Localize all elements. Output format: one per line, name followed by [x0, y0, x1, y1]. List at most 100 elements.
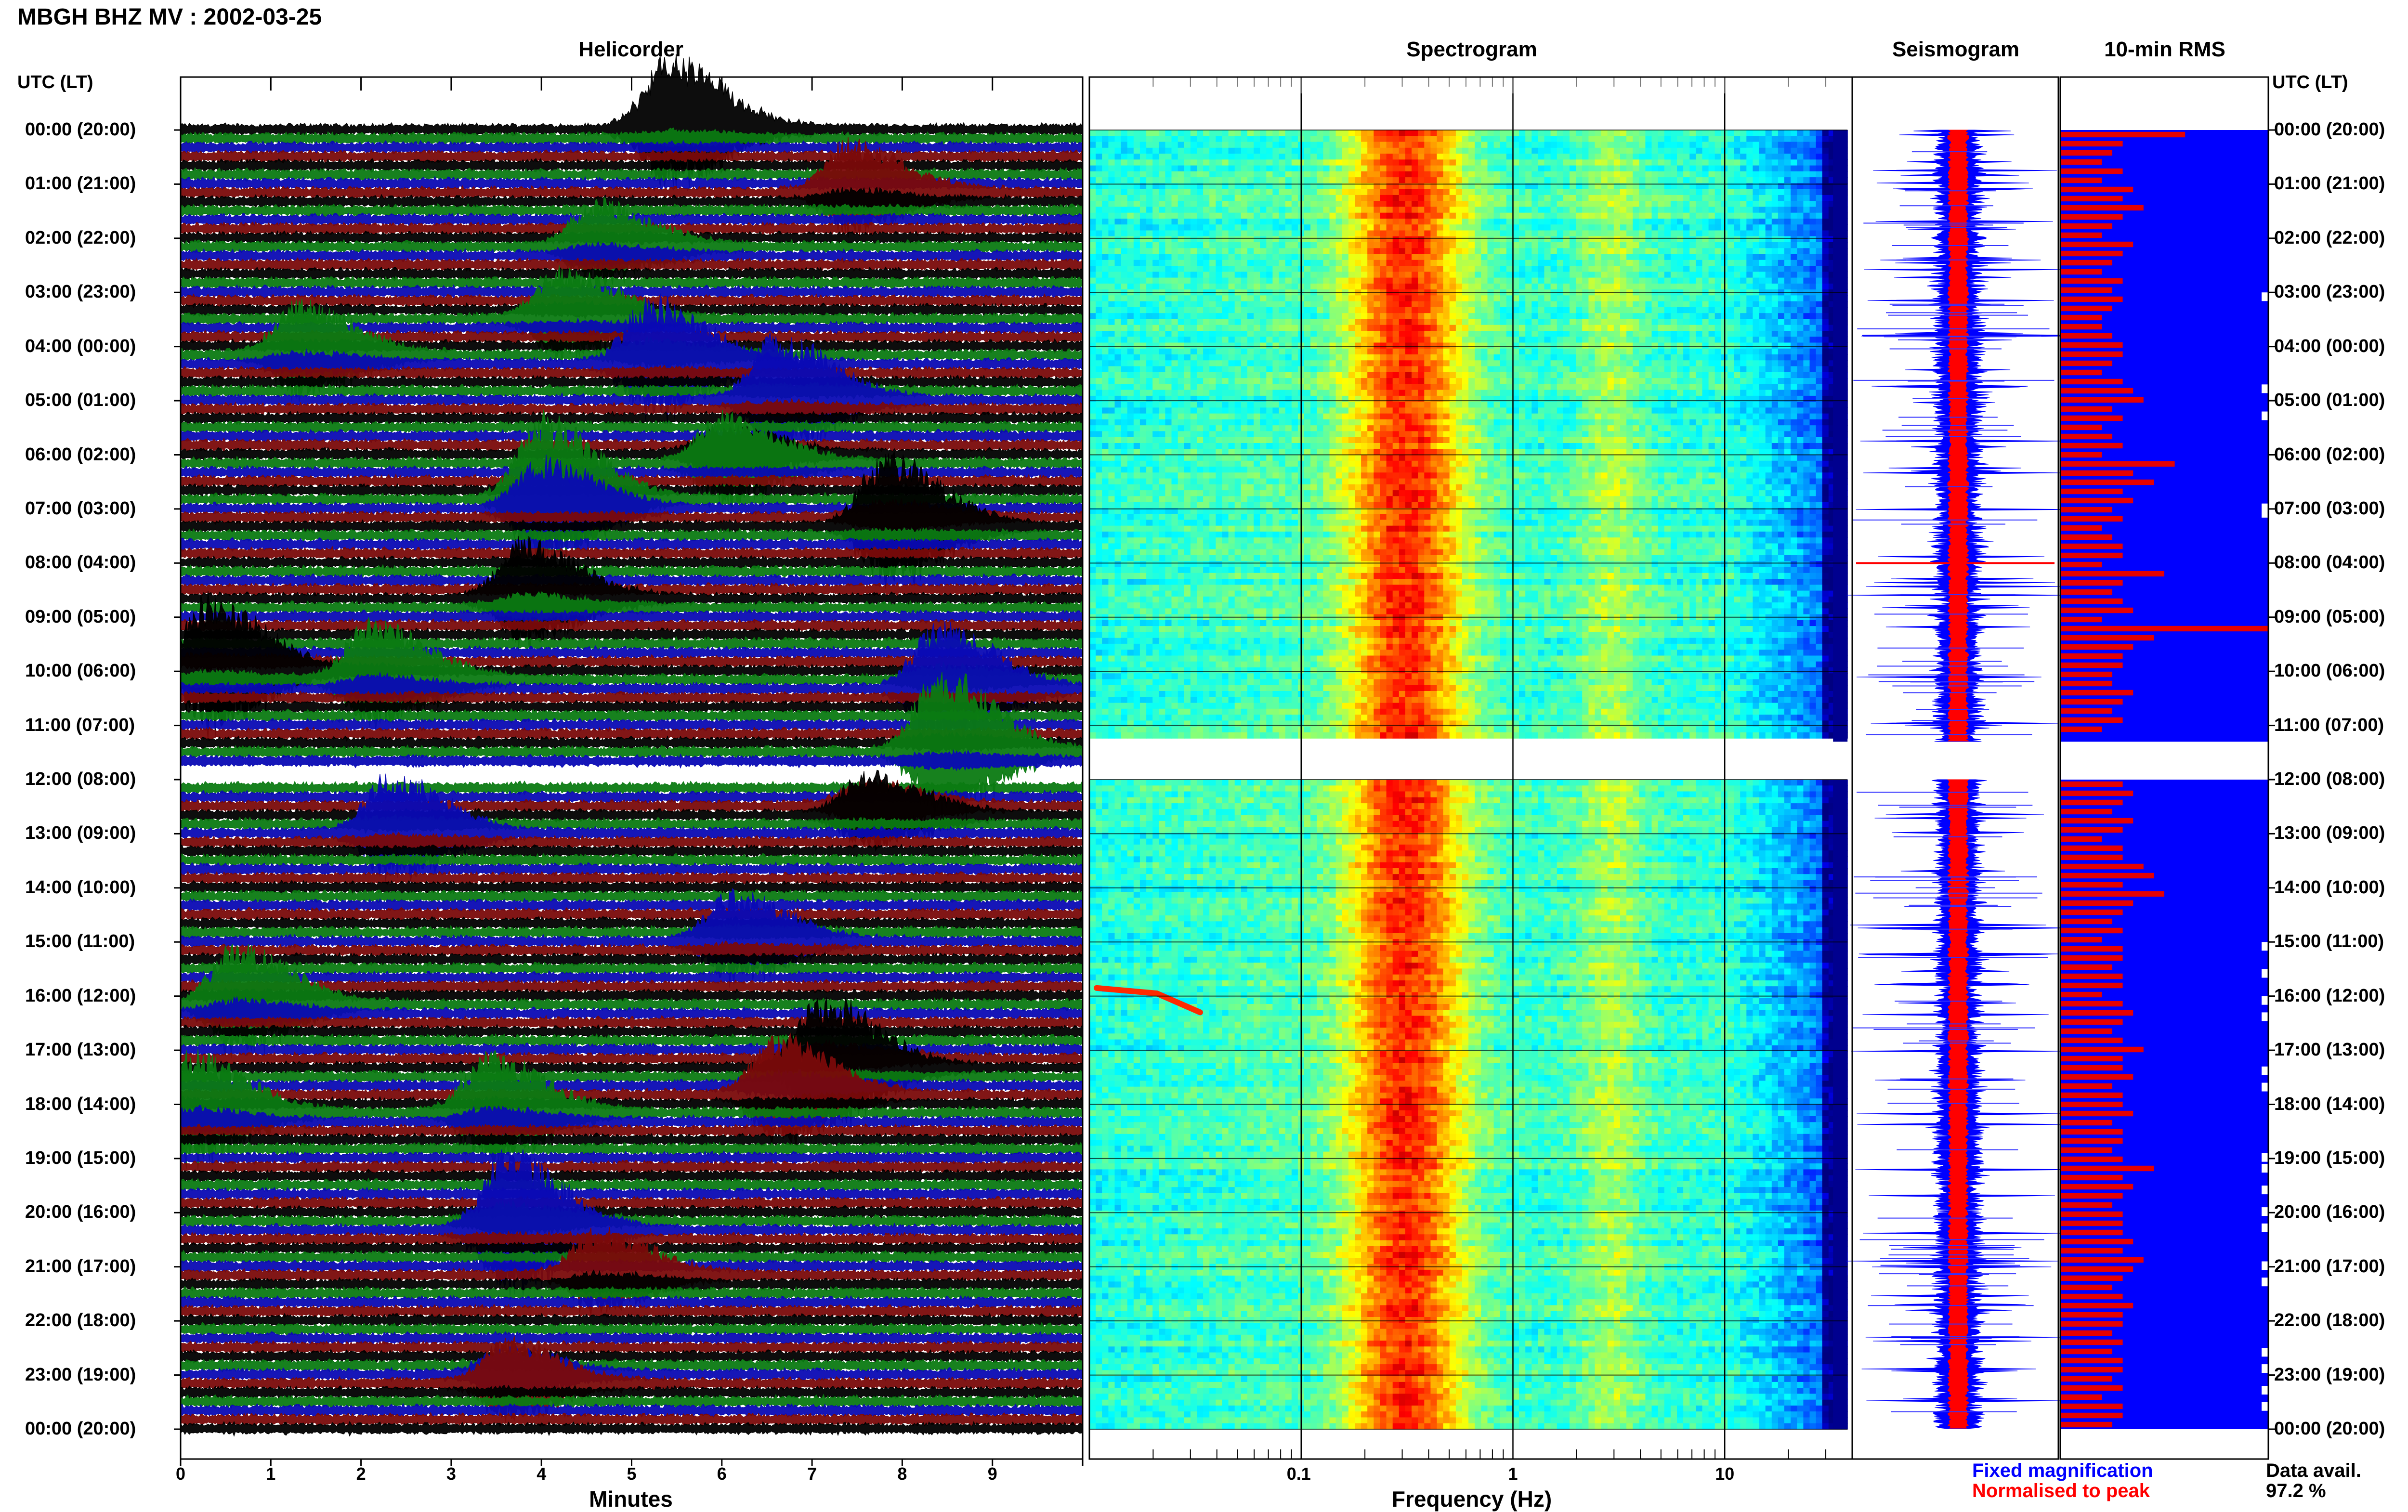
- spectrogram-cell: [1266, 159, 1273, 166]
- spectrogram-cell: [1696, 166, 1702, 172]
- spectrogram-cell: [1374, 195, 1380, 201]
- spectrogram-cell: [1683, 236, 1690, 243]
- spectrogram-cell: [1266, 284, 1273, 290]
- spectrogram-cell: [1822, 154, 1829, 160]
- spectrogram-cell: [1241, 248, 1248, 254]
- spectrogram-cell: [1803, 272, 1810, 278]
- spectrogram-cell: [1292, 130, 1298, 136]
- spectrogram-cell: [1304, 248, 1311, 254]
- spectrogram-cell: [1689, 207, 1696, 213]
- spectrogram-cell: [1146, 142, 1153, 148]
- spectrogram-cell: [1152, 272, 1159, 278]
- spectrogram-cell: [1715, 278, 1722, 284]
- spectrogram-cell: [1450, 213, 1456, 219]
- spectrogram-cell: [1810, 278, 1817, 284]
- spectrogram-cell: [1538, 189, 1544, 196]
- spectrogram-cell: [1468, 284, 1475, 290]
- spectrogram-cell: [1633, 142, 1639, 148]
- spectrogram-cell: [1810, 148, 1817, 154]
- spectrogram-cell: [1254, 284, 1260, 290]
- spectrogram-cell: [1803, 207, 1810, 213]
- spectrogram-cell: [1393, 177, 1400, 183]
- spectrogram-cell: [1260, 248, 1267, 254]
- spectrogram-cell: [1108, 219, 1115, 225]
- spectrogram-cell: [1241, 148, 1248, 154]
- spectrogram-cell: [1140, 284, 1147, 290]
- spectrogram-cell: [1317, 195, 1323, 201]
- spectrogram-cell: [1570, 213, 1576, 219]
- spectrogram-cell: [1355, 236, 1361, 243]
- spectrogram-cell: [1121, 242, 1128, 248]
- spectrogram-cell: [1355, 248, 1361, 254]
- spectrogram-cell: [1121, 260, 1128, 266]
- spectrogram-cell: [1551, 166, 1557, 172]
- spectrogram-cell: [1582, 224, 1589, 231]
- spectrogram-cell: [1702, 219, 1709, 225]
- spectrogram-cell: [1810, 201, 1817, 207]
- spectrogram-cell: [1683, 254, 1690, 261]
- spectrogram-cell: [1557, 207, 1564, 213]
- spectrogram-cell: [1336, 142, 1343, 148]
- spectrogram-cell: [1089, 272, 1096, 278]
- spectrogram-cell: [1241, 231, 1248, 237]
- spectrogram-cell: [1140, 148, 1147, 154]
- spectrogram-cell: [1412, 148, 1418, 154]
- spectrogram-cell: [1797, 207, 1804, 213]
- spectrogram-cell: [1285, 278, 1292, 284]
- spectrogram-cell: [1374, 254, 1380, 261]
- spectrogram-cell: [1399, 242, 1406, 248]
- spectrogram-cell: [1367, 224, 1374, 231]
- spectrogram-cell: [1134, 242, 1140, 248]
- spectrogram-cell: [1494, 236, 1501, 243]
- spectrogram-cell: [1462, 224, 1469, 231]
- spectrogram-cell: [1538, 213, 1544, 219]
- spectrogram-cell: [1342, 284, 1349, 290]
- spectrogram-cell: [1330, 231, 1336, 237]
- spectrogram-cell: [1525, 213, 1532, 219]
- spectrogram-cell: [1740, 260, 1747, 266]
- spectrogram-cell: [1753, 171, 1759, 178]
- spectrogram-cell: [1658, 130, 1665, 136]
- spectrogram-cell: [1374, 219, 1380, 225]
- spectrogram-cell: [1822, 136, 1829, 142]
- spectrogram-cell: [1146, 177, 1153, 183]
- spectrogram-cell: [1374, 266, 1380, 272]
- spectrogram-cell: [1361, 242, 1368, 248]
- spectrogram-cell: [1405, 136, 1412, 142]
- spectrogram-cell: [1462, 254, 1469, 261]
- spectrogram-cell: [1260, 195, 1267, 201]
- spectrogram-cell: [1229, 272, 1235, 278]
- spectrogram-cell: [1355, 154, 1361, 160]
- spectrogram-cell: [1671, 254, 1677, 261]
- spectrogram-cell: [1184, 278, 1191, 284]
- spectrogram-cell: [1285, 248, 1292, 254]
- spectrogram-cell: [1766, 177, 1772, 183]
- spectrogram-cell: [1380, 136, 1387, 142]
- spectrogram-cell: [1317, 284, 1323, 290]
- spectrogram-cell: [1468, 177, 1475, 183]
- spectrogram-cell: [1317, 213, 1323, 219]
- spectrogram-cell: [1519, 231, 1526, 237]
- spectrogram-cell: [1272, 213, 1279, 219]
- spectrogram-cell: [1437, 195, 1444, 201]
- spectrogram-cell: [1330, 272, 1336, 278]
- spectrogram-cell: [1810, 254, 1817, 261]
- spectrogram-cell: [1488, 242, 1494, 248]
- spectrogram-cell: [1127, 278, 1134, 284]
- spectrogram-cell: [1140, 189, 1147, 196]
- spectrogram-cell: [1696, 260, 1702, 266]
- spectrogram-cell: [1405, 213, 1412, 219]
- spectrogram-cell: [1152, 213, 1159, 219]
- spectrogram-cell: [1134, 201, 1140, 207]
- spectrogram-cell: [1822, 189, 1829, 196]
- spectrogram-cell: [1310, 266, 1317, 272]
- spectrogram-cell: [1759, 236, 1766, 243]
- spectrogram-cell: [1702, 189, 1709, 196]
- spectrogram-cell: [1203, 207, 1210, 213]
- spectrogram-cell: [1317, 166, 1323, 172]
- spectrogram-cell: [1658, 154, 1665, 160]
- spectrogram-cell: [1608, 231, 1614, 237]
- spectrogram-cell: [1658, 136, 1665, 142]
- spectrogram-cell: [1513, 159, 1519, 166]
- spectrogram-cell: [1525, 231, 1532, 237]
